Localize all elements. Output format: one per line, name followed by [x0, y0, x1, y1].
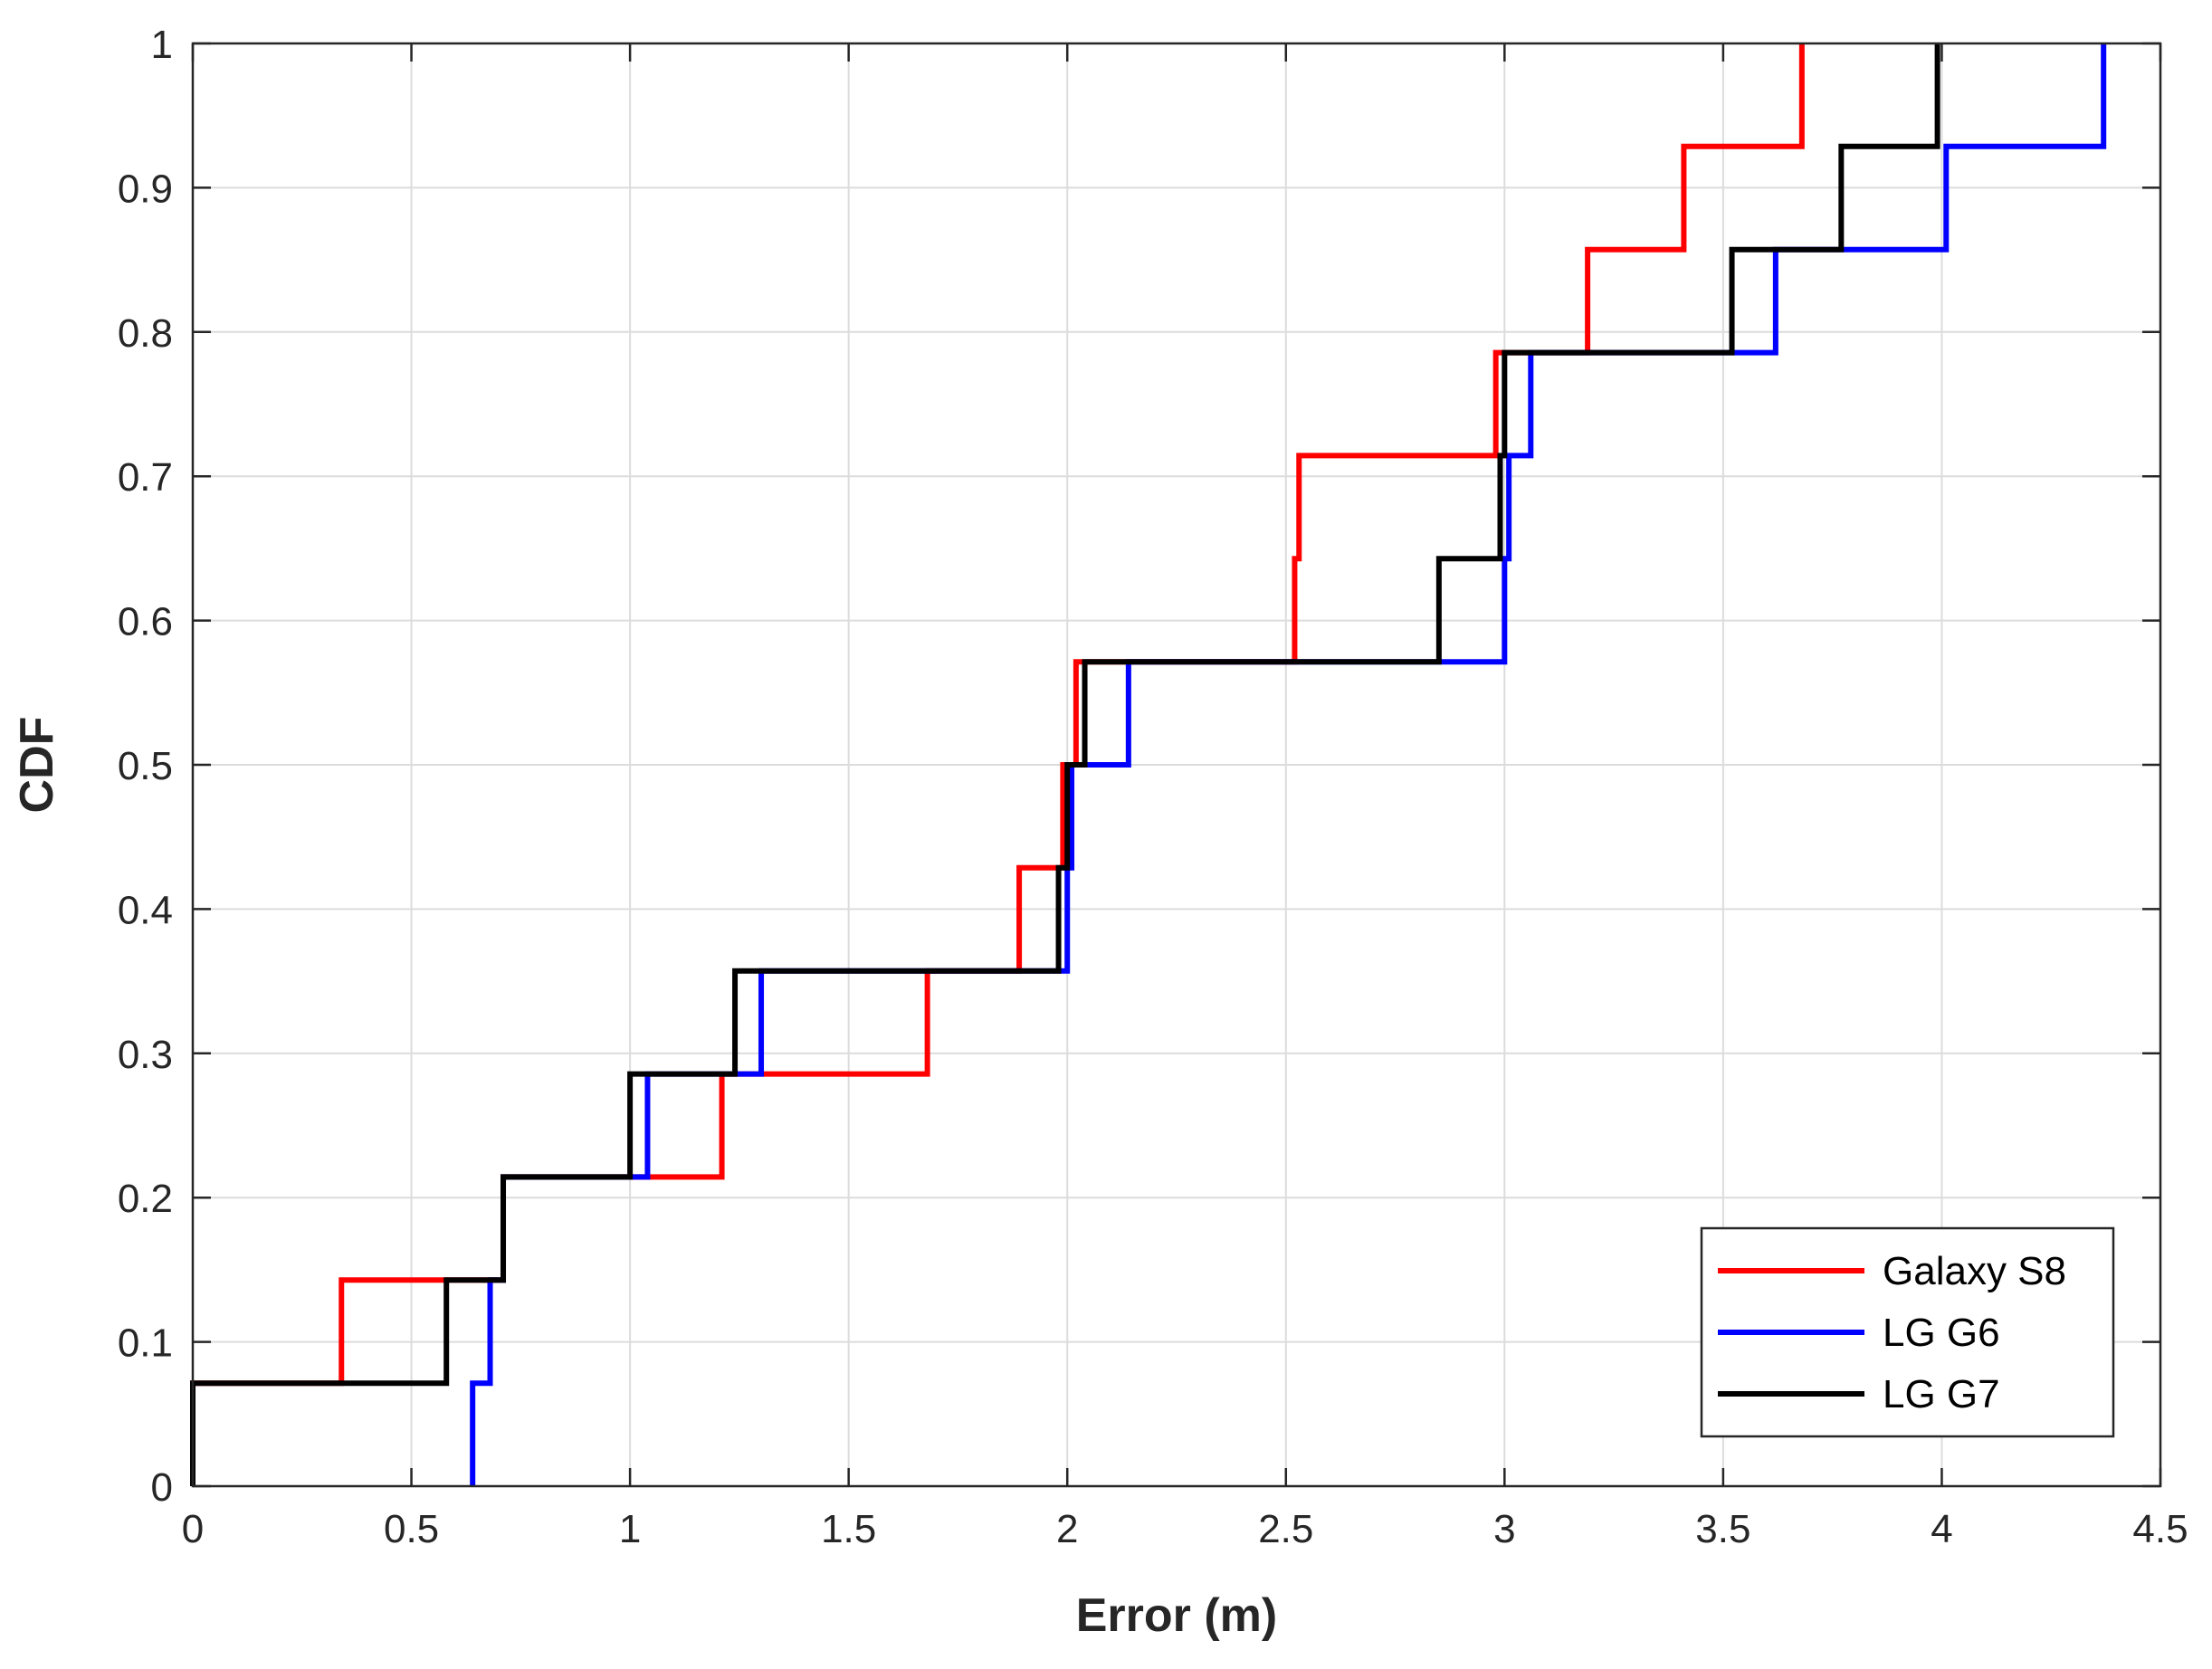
y-tick-label: 0.5 — [118, 744, 173, 788]
y-tick-label: 1 — [151, 23, 173, 67]
y-tick-label: 0.9 — [118, 167, 173, 211]
axis-ticks — [191, 42, 2162, 1488]
x-tick-labels: 0 0.5 1 1.5 2 2.5 3 3.5 4 4.5 — [182, 1507, 2188, 1551]
legend-label: LG G7 — [1883, 1372, 2000, 1416]
y-tick-label: 0.3 — [118, 1033, 173, 1077]
x-tick-label: 4.5 — [2132, 1507, 2188, 1551]
legend-label: Galaxy S8 — [1883, 1249, 2066, 1293]
x-tick-label: 1.5 — [821, 1507, 876, 1551]
y-tick-label: 0.4 — [118, 888, 173, 932]
x-tick-label: 2 — [1056, 1507, 1078, 1551]
x-axis-label: Error (m) — [1076, 1589, 1277, 1642]
y-tick-label: 0.2 — [118, 1177, 173, 1221]
x-tick-label: 0 — [182, 1507, 204, 1551]
y-axis-label: CDF — [11, 717, 63, 814]
x-tick-label: 3.5 — [1695, 1507, 1750, 1551]
x-tick-label: 0.5 — [384, 1507, 439, 1551]
x-tick-label: 4 — [1931, 1507, 1952, 1551]
x-tick-label: 2.5 — [1258, 1507, 1313, 1551]
y-tick-labels: 0 0.1 0.2 0.3 0.4 0.5 0.6 0.7 0.8 0.9 1 — [118, 23, 173, 1510]
y-tick-label: 0.6 — [118, 600, 173, 644]
y-tick-label: 0.1 — [118, 1321, 173, 1366]
plot-lines — [190, 43, 2107, 1486]
legend: Galaxy S8 LG G6 LG G7 — [1700, 1226, 2115, 1438]
x-tick-label: 3 — [1493, 1507, 1515, 1551]
series-line-lg-g7 — [190, 43, 1940, 1486]
y-tick-label: 0.7 — [118, 455, 173, 500]
legend-label: LG G6 — [1883, 1311, 2000, 1355]
x-tick-label: 1 — [619, 1507, 641, 1551]
y-tick-label: 0.8 — [118, 311, 173, 356]
y-tick-label: 0 — [151, 1465, 173, 1510]
